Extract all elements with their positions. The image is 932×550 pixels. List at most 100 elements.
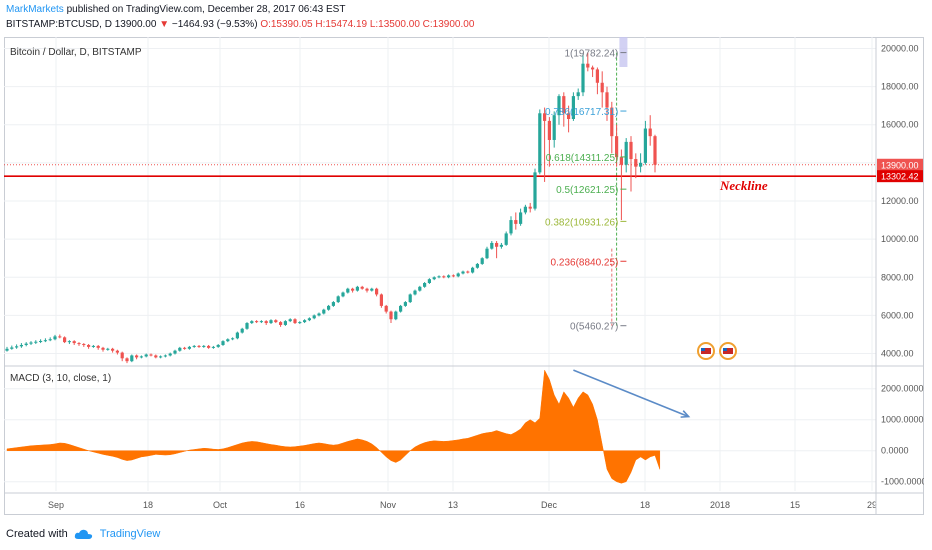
candle-body xyxy=(591,67,595,70)
macd-axis-tick: 0.0000 xyxy=(881,446,909,456)
candle-body xyxy=(456,273,460,277)
fib-anchor-highlight xyxy=(619,37,628,67)
candle-body xyxy=(58,336,62,338)
candle-body xyxy=(451,275,455,277)
candle-body xyxy=(557,96,561,116)
candle-body xyxy=(624,141,628,165)
candle-body xyxy=(639,162,643,167)
macd-pane-title: MACD (3, 10, close, 1) xyxy=(10,373,111,384)
symbol-info: BITSTAMP:BTCUSD, D 13900.00 ▼ −1464.93 (… xyxy=(6,19,474,30)
candle-body xyxy=(120,352,124,359)
candle-body xyxy=(576,92,580,97)
time-axis-tick: 16 xyxy=(295,500,305,510)
time-axis-tick: 13 xyxy=(448,500,458,510)
candle-body xyxy=(461,271,465,274)
price-axis-tick: 18000.00 xyxy=(881,82,919,92)
candle-body xyxy=(34,341,38,343)
candle-body xyxy=(250,321,254,324)
candle-body xyxy=(312,315,316,319)
fib-level-label: 0.618(14311.25) xyxy=(546,153,619,164)
candle-body xyxy=(408,294,412,303)
price-axis-tick: 16000.00 xyxy=(881,120,919,130)
candle-body xyxy=(543,113,547,121)
flag-stripes-icon xyxy=(723,348,733,354)
candle-body xyxy=(303,320,307,323)
candle-body xyxy=(322,309,326,314)
candle-body xyxy=(240,328,244,333)
candle-body xyxy=(101,347,105,350)
chart-frame xyxy=(4,37,924,515)
candle-body xyxy=(595,69,599,83)
macd-area xyxy=(6,369,661,484)
candle-body xyxy=(547,120,551,140)
macd-axis-tick: 1000.0000 xyxy=(881,415,924,425)
candle-body xyxy=(29,342,33,344)
fib-level-label: 1(19782.24) xyxy=(564,49,618,60)
candle-body xyxy=(130,355,134,362)
candle-body xyxy=(91,345,95,347)
candle-body xyxy=(447,275,451,278)
candle-body xyxy=(427,279,431,283)
candle-body xyxy=(490,242,494,249)
candle-body xyxy=(115,350,119,353)
candle-body xyxy=(389,311,393,320)
candle-body xyxy=(72,341,76,344)
candle-body xyxy=(538,113,542,173)
author-link[interactable]: MarkMarkets xyxy=(6,4,64,15)
candle-body xyxy=(341,292,345,297)
time-axis-tick: Oct xyxy=(213,500,228,510)
price-axis-badge-label: 13302.42 xyxy=(881,172,919,182)
tradingview-brand[interactable]: TradingView xyxy=(99,528,161,540)
candle-body xyxy=(269,320,273,324)
chart-canvas[interactable]: 20000.0018000.0016000.0014000.0012000.00… xyxy=(4,37,924,515)
divergence-arrow xyxy=(573,369,689,418)
fib-level-label: 0(5460.27) xyxy=(570,322,618,333)
candle-body xyxy=(327,305,331,310)
candle-body xyxy=(471,267,475,273)
candle-body xyxy=(202,345,206,347)
candle-body xyxy=(648,128,652,137)
candle-body xyxy=(653,136,657,165)
candle-body xyxy=(231,338,235,340)
candle-body xyxy=(139,356,143,358)
candle-body xyxy=(331,302,335,306)
candle-body xyxy=(96,345,100,348)
candle-body xyxy=(514,220,518,224)
candle-body xyxy=(399,305,403,312)
time-axis-tick: Dec xyxy=(541,500,558,510)
candle-body xyxy=(552,115,556,140)
candle-body xyxy=(207,345,211,348)
candle-body xyxy=(245,323,249,329)
arrow-head-icon xyxy=(680,410,691,418)
candle-body xyxy=(221,341,225,345)
candle-body xyxy=(403,302,407,306)
price-pane-title: Bitcoin / Dollar, D, BITSTAMP xyxy=(10,47,142,58)
candle-body xyxy=(466,271,470,273)
candle-body xyxy=(600,82,604,93)
candle-body xyxy=(346,288,350,293)
candle-body xyxy=(365,288,369,291)
candle-body xyxy=(519,212,523,224)
candle-body xyxy=(379,294,383,306)
candle-body xyxy=(643,128,647,163)
candle-body xyxy=(375,288,379,295)
candle-body xyxy=(567,113,571,119)
candle-body xyxy=(581,63,585,93)
time-axis-tick: 29 xyxy=(867,500,877,510)
candle-body xyxy=(264,321,268,324)
time-axis-tick: Nov xyxy=(380,500,397,510)
candle-body xyxy=(154,355,158,358)
candle-body xyxy=(159,356,163,358)
candle-body xyxy=(43,340,47,342)
candle-body xyxy=(610,107,614,137)
publish-text: published on TradingView.com, December 2… xyxy=(66,4,346,15)
candle-body xyxy=(317,313,321,316)
candle-body xyxy=(523,206,527,213)
candle-body xyxy=(293,319,297,324)
price-axis-tick: 8000.00 xyxy=(881,272,914,282)
candle-body xyxy=(571,96,575,119)
candle-body xyxy=(504,233,508,245)
fib-level-label: 0.236(8840.25) xyxy=(551,257,619,268)
candle-body xyxy=(255,321,259,323)
candle-body xyxy=(63,337,67,343)
